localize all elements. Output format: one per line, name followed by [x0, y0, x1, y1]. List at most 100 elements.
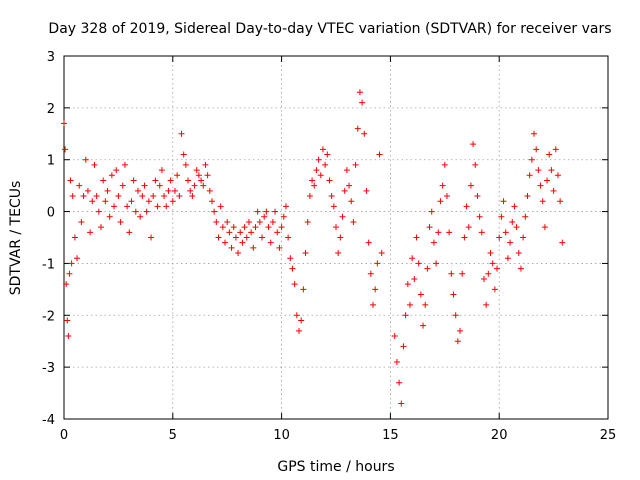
- data-point: [346, 182, 353, 189]
- data-point: [489, 260, 496, 267]
- data-point: [224, 218, 231, 225]
- data-point: [402, 312, 409, 319]
- data-point: [378, 250, 385, 257]
- data-point: [226, 229, 233, 236]
- data-point: [95, 208, 102, 215]
- data-point: [470, 141, 477, 148]
- data-point: [80, 193, 87, 200]
- data-point: [507, 239, 514, 246]
- plot-frame: [63, 55, 609, 420]
- y-axis-ticks: -4 -3 -2 -1 0 1 2 3: [42, 50, 608, 428]
- data-point: [541, 224, 548, 231]
- data-point: [119, 182, 126, 189]
- data-point: [185, 177, 192, 184]
- data-point: [111, 203, 118, 210]
- data-point: [171, 187, 178, 194]
- data-point: [309, 177, 316, 184]
- data-point: [328, 193, 335, 200]
- data-point: [113, 167, 120, 174]
- x-tick-label: 15: [382, 428, 399, 443]
- data-point: [272, 208, 279, 215]
- data-point: [502, 229, 509, 236]
- data-point: [552, 146, 559, 153]
- data-point: [335, 250, 342, 257]
- data-point: [84, 187, 91, 194]
- data-point: [559, 239, 566, 246]
- data-point: [248, 229, 255, 236]
- data-point: [252, 224, 259, 231]
- data-point: [300, 286, 307, 293]
- data-point: [71, 234, 78, 241]
- data-point: [372, 286, 379, 293]
- data-point: [374, 260, 381, 267]
- data-point: [256, 218, 263, 225]
- data-point: [254, 208, 261, 215]
- data-point: [539, 198, 546, 205]
- data-point: [363, 187, 370, 194]
- data-point: [154, 203, 161, 210]
- data-point: [67, 177, 74, 184]
- x-tick-label: 5: [169, 428, 177, 443]
- data-point: [498, 213, 505, 220]
- data-point: [337, 234, 344, 241]
- data-point: [89, 198, 96, 205]
- data-point: [537, 182, 544, 189]
- y-tick-label: -2: [42, 309, 55, 324]
- y-tick-label: -3: [42, 361, 55, 376]
- data-point: [134, 187, 141, 194]
- data-point: [87, 229, 94, 236]
- data-point: [191, 182, 198, 189]
- data-point: [433, 260, 440, 267]
- data-point: [487, 250, 494, 257]
- data-point: [472, 161, 479, 168]
- data-point: [369, 301, 376, 308]
- data-point: [437, 198, 444, 205]
- data-point: [117, 218, 124, 225]
- data-point: [554, 172, 561, 179]
- data-point: [239, 239, 246, 246]
- y-tick-label: 2: [47, 102, 55, 117]
- data-point: [137, 213, 144, 220]
- data-point: [454, 338, 461, 345]
- data-point: [102, 198, 109, 205]
- data-point: [496, 234, 503, 241]
- data-point: [100, 177, 107, 184]
- data-point: [198, 177, 205, 184]
- data-point: [311, 182, 318, 189]
- data-point: [483, 301, 490, 308]
- y-tick-label: -4: [42, 413, 55, 428]
- data-point: [64, 317, 71, 324]
- data-point: [319, 146, 326, 153]
- data-point: [348, 198, 355, 205]
- y-tick-label: 1: [47, 154, 55, 169]
- data-point: [66, 270, 73, 277]
- data-point: [409, 255, 416, 262]
- y-tick-label: 3: [47, 50, 55, 65]
- data-point: [287, 255, 294, 262]
- y-tick-label: -1: [42, 257, 55, 272]
- data-point: [150, 193, 157, 200]
- data-point: [428, 208, 435, 215]
- data-point: [452, 312, 459, 319]
- data-point: [169, 198, 176, 205]
- data-point: [108, 172, 115, 179]
- data-point: [269, 218, 276, 225]
- data-point: [282, 203, 289, 210]
- data-point: [202, 161, 209, 168]
- data-point: [430, 239, 437, 246]
- data-point: [439, 182, 446, 189]
- data-point: [404, 281, 411, 288]
- data-point: [104, 187, 111, 194]
- data-point: [361, 130, 368, 137]
- data-point: [511, 203, 518, 210]
- data-point: [461, 234, 468, 241]
- data-point: [68, 260, 75, 267]
- x-axis-label: GPS time / hours: [277, 459, 394, 475]
- data-point: [354, 125, 361, 132]
- data-point: [267, 239, 274, 246]
- data-point: [350, 218, 357, 225]
- data-point: [259, 234, 266, 241]
- data-point: [93, 193, 100, 200]
- data-point: [182, 161, 189, 168]
- data-point: [522, 213, 529, 220]
